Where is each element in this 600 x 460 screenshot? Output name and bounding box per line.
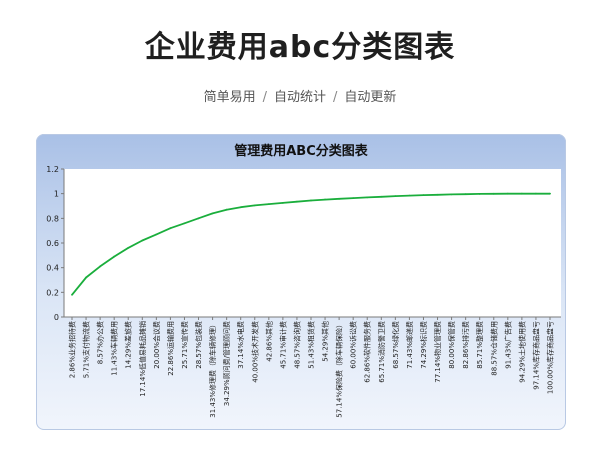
data-point (253, 204, 256, 207)
x-tick-label: 68.57%绿化费 (391, 321, 400, 369)
x-tick-label: 20.00%会议费 (152, 321, 161, 369)
data-point (225, 208, 228, 211)
x-tick-label: 54.29%其他 (321, 321, 330, 362)
data-point (211, 212, 214, 215)
x-tick-label: 82.86%排污费 (461, 321, 470, 369)
page-title: 企业费用abc分类图表 (144, 30, 456, 65)
x-tick-label: 40.00%技术开发费 (250, 321, 259, 383)
data-point (85, 276, 87, 279)
x-tick-label: 71.43%邮递费 (405, 321, 414, 369)
x-tick-label: 42.86%其他 (264, 321, 273, 362)
x-tick-label: 5.71%支付物流费 (82, 321, 91, 378)
data-point (492, 192, 495, 195)
data-point (113, 255, 116, 258)
y-tick-label: 0.4 (46, 264, 59, 273)
x-tick-label: 34.29%顾问费/管理顾问费 (222, 321, 231, 406)
x-tick-label: 57.14%保险费（除车辆保险） (335, 321, 344, 418)
data-point (380, 195, 383, 198)
series-line-group (71, 192, 551, 296)
data-point (366, 196, 369, 199)
x-tick-label: 88.57%仓储费用 (489, 321, 498, 376)
x-tick-label: 11.43%车辆费用 (110, 321, 119, 376)
data-point (267, 203, 270, 206)
data-point (141, 239, 144, 242)
x-tick-label: 48.57%咨询费 (292, 321, 301, 369)
x-tick-label: 37.14%水电费 (236, 321, 245, 369)
data-point (394, 195, 397, 198)
x-tick-label: 77.14%物业管理费 (433, 321, 442, 383)
x-tick-label: 74.29%标识费 (419, 321, 428, 369)
data-point (99, 265, 102, 268)
x-tick-label: 31.43%修理费（除车辆修理） (208, 321, 217, 418)
x-tick-label: 97.14%库存商品盘亏 (531, 321, 540, 390)
x-axis: 2.86%业务招待费 5.71%支付物流费 8.57%办公费 11.43%车辆费用 14… (64, 316, 561, 418)
data-point (408, 194, 411, 197)
data-point (127, 247, 130, 249)
data-point (450, 193, 453, 196)
data-point (464, 193, 467, 196)
data-point (281, 202, 284, 204)
data-point (324, 198, 326, 201)
y-tick-label: 0 (54, 313, 59, 322)
data-point (549, 192, 551, 195)
data-point (535, 192, 537, 195)
y-tick-label: 0.6 (46, 239, 59, 248)
data-point (506, 192, 509, 195)
y-axis: 0 0.2 0.4 0.6 0.8 1 1.2 (46, 165, 65, 322)
tag-auto-update: 自动更新 (344, 90, 397, 105)
chart-panel: 管理费用ABC分类图表 0 0.2 0.4 0.6 0.8 1 1.2 2.86%业务招待费… (36, 134, 566, 430)
chart-title: 管理费用ABC分类图表 (234, 143, 369, 159)
x-tick-label: 14.29%差旅费 (124, 321, 133, 369)
data-point (422, 194, 425, 197)
x-tick-label: 80.00%保管费 (447, 321, 456, 369)
tag-separator: / (333, 90, 338, 105)
x-tick-label: 8.57%办公费 (96, 321, 105, 364)
x-tick-label: 25.71%宣传费 (180, 321, 189, 369)
x-tick-label: 22.86%运输费用 (166, 321, 175, 376)
feature-tags: 简单易用 / 自动统计 / 自动更新 (0, 86, 600, 105)
data-point (183, 222, 186, 225)
x-tick-label: 51.43%租赁费 (307, 321, 316, 369)
tag-auto-stats: 自动统计 (273, 90, 326, 105)
x-tick-label: 60.00%诉讼费 (349, 321, 358, 369)
y-tick-label: 0.2 (46, 288, 59, 297)
data-point (197, 217, 200, 220)
x-tick-label: 2.86%业务招待费 (68, 321, 77, 378)
x-tick-label: 62.86%软件服务费 (363, 321, 372, 383)
data-point (296, 200, 298, 203)
tag-easy: 简单易用 (203, 90, 256, 105)
data-point (169, 227, 172, 230)
data-point (436, 193, 439, 196)
tag-separator: / (262, 90, 267, 105)
data-point (71, 293, 73, 296)
x-tick-label: 65.71%消防警卫费 (377, 321, 386, 383)
x-tick-label: 45.71%审计费 (278, 321, 287, 369)
data-point (352, 197, 355, 200)
x-tick-label: 17.14%低值易耗品摊销 (138, 321, 147, 397)
data-point (338, 197, 341, 200)
y-tick-label: 1 (54, 190, 59, 199)
x-tick-label: 91.43%广告费 (503, 321, 512, 369)
data-point (239, 206, 242, 209)
y-tick-label: 1.2 (46, 165, 59, 174)
x-tick-label: 28.57%包装费 (194, 321, 203, 369)
data-point (478, 193, 481, 195)
x-tick-label: 85.71%整理费 (475, 321, 484, 369)
x-tick-label: 100.00%库存商品盘亏 (546, 321, 555, 394)
x-tick-label: 94.29%土地使用费 (517, 321, 526, 383)
data-point (310, 199, 312, 202)
abc-chart: 管理费用ABC分类图表 0 0.2 0.4 0.6 0.8 1 1.2 2.86%业务招待费… (46, 143, 561, 418)
data-point (520, 192, 523, 195)
data-point (155, 233, 158, 236)
y-tick-label: 0.8 (46, 214, 59, 223)
